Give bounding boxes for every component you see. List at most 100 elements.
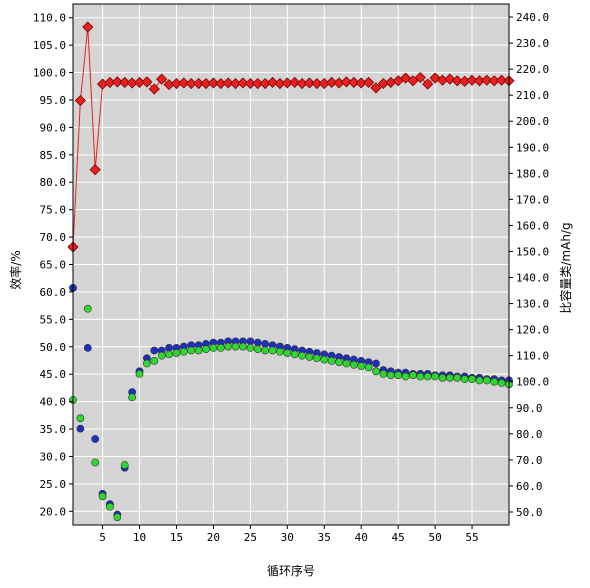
data-point-diamond — [82, 21, 94, 33]
data-point-circle — [357, 362, 366, 370]
data-point-circle — [202, 345, 210, 354]
data-point-diamond — [407, 75, 419, 87]
left-y-tick-label: 65.0 — [40, 259, 67, 272]
data-point-circle — [290, 350, 299, 359]
data-point-circle — [246, 337, 255, 346]
data-point-diamond — [156, 73, 168, 85]
data-point-circle — [120, 461, 129, 469]
data-point-circle — [305, 353, 314, 361]
data-point-diamond — [185, 77, 197, 90]
x-tick-label: 15 — [170, 531, 183, 544]
left-y-tick-label: 30.0 — [40, 450, 67, 463]
x-tick-label: 20 — [207, 531, 220, 544]
data-point-circle — [83, 304, 92, 313]
left-y-tick-label: 60.0 — [40, 286, 67, 299]
data-point-circle — [431, 372, 440, 381]
data-point-circle — [150, 356, 159, 365]
data-series — [67, 21, 515, 522]
data-point-circle — [379, 370, 388, 378]
data-point-circle — [364, 363, 373, 372]
data-point-diamond — [178, 77, 190, 89]
data-point-circle — [172, 349, 181, 357]
data-point-circle — [209, 343, 218, 352]
data-point-circle — [187, 346, 196, 355]
data-point-diamond — [370, 82, 382, 94]
data-point-circle — [327, 356, 336, 365]
right-y-tick-label: 140.0 — [516, 272, 549, 285]
tick-labels: 5 10 15 20 25 30 35 40 45 50 55 20.0 25.0 30.0 35.0 40.… — [33, 11, 549, 544]
x-tick-label: 50 — [428, 531, 441, 544]
x-axis-title: 循环序号 — [267, 563, 315, 578]
data-point-circle — [276, 347, 284, 356]
data-point-circle — [386, 371, 395, 380]
data-point-diamond — [111, 76, 123, 88]
right-y-tick-label: 210.0 — [516, 89, 549, 102]
data-point-circle — [165, 343, 173, 352]
data-point-circle — [468, 375, 476, 384]
data-point-circle — [372, 367, 380, 376]
data-point-diamond — [207, 77, 219, 89]
grid-lines — [73, 4, 509, 525]
data-point-circle — [98, 492, 107, 501]
data-point-circle — [490, 377, 499, 386]
data-point-circle — [342, 359, 351, 368]
right-y-tick-label: 80.0 — [516, 428, 543, 441]
data-point-diamond — [244, 77, 256, 90]
data-point-diamond — [466, 74, 478, 86]
x-tick-label: 55 — [465, 531, 478, 544]
data-point-circle — [298, 351, 306, 360]
data-point-circle — [283, 349, 292, 357]
data-point-circle — [179, 347, 188, 356]
right-y-tick-label: 130.0 — [516, 298, 549, 311]
data-point-diamond — [444, 73, 456, 85]
data-point-circle — [106, 502, 114, 511]
data-point-diamond — [252, 77, 264, 90]
data-point-circle — [372, 359, 380, 368]
data-point-diamond — [222, 77, 234, 89]
right-y-tick-label: 70.0 — [516, 454, 543, 467]
x-tick-label: 10 — [133, 531, 146, 544]
series-2 — [69, 304, 513, 522]
data-point-circle — [268, 346, 277, 355]
data-point-circle — [438, 373, 447, 382]
data-point-circle — [460, 375, 469, 384]
right-y-tick-label: 200.0 — [516, 115, 549, 128]
left-y-tick-label: 25.0 — [40, 478, 67, 491]
left-y-tick-label: 70.0 — [40, 231, 67, 244]
right-y-tick-label: 240.0 — [516, 11, 549, 24]
x-tick-label: 40 — [355, 531, 368, 544]
data-point-diamond — [237, 77, 249, 89]
data-point-circle — [91, 458, 100, 467]
data-point-circle — [76, 414, 85, 423]
right-y-tick-label: 60.0 — [516, 480, 543, 493]
data-point-diamond — [266, 76, 279, 88]
x-tick-label: 30 — [281, 531, 294, 544]
data-point-circle — [76, 424, 85, 433]
right-y-tick-label: 150.0 — [516, 245, 549, 258]
data-point-circle — [423, 372, 432, 381]
data-point-diamond — [141, 76, 153, 88]
data-point-circle — [349, 360, 358, 369]
left-y-tick-label: 75.0 — [40, 204, 67, 217]
right-y-tick-label: 180.0 — [516, 167, 549, 180]
left-y-tick-label: 95.0 — [40, 94, 67, 107]
left-y-tick-label: 40.0 — [40, 396, 67, 409]
data-point-circle — [135, 370, 144, 378]
data-point-circle — [312, 354, 321, 363]
data-point-circle — [128, 393, 137, 402]
right-y-tick-label: 170.0 — [516, 193, 549, 206]
left-y-tick-label: 20.0 — [40, 505, 67, 518]
data-point-diamond — [348, 76, 360, 88]
data-point-diamond — [148, 83, 160, 95]
data-point-diamond — [326, 76, 338, 88]
data-point-circle — [394, 371, 403, 380]
left-y-axis-title: 效率/% — [8, 250, 23, 289]
data-point-circle — [157, 351, 166, 360]
data-point-circle — [91, 435, 100, 443]
left-y-tick-label: 80.0 — [40, 176, 67, 189]
left-y-tick-label: 85.0 — [40, 149, 67, 162]
right-y-tick-label: 190.0 — [516, 141, 549, 154]
data-point-circle — [194, 346, 203, 355]
data-point-circle — [482, 376, 491, 385]
